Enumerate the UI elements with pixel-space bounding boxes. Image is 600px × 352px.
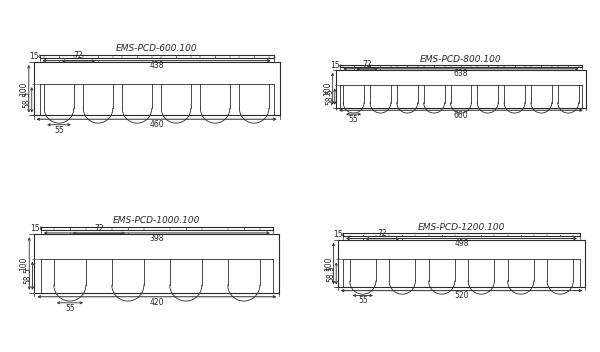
- Text: 72: 72: [362, 59, 372, 69]
- Text: 15: 15: [330, 61, 340, 70]
- Text: 15: 15: [29, 52, 38, 61]
- Text: 520: 520: [454, 291, 469, 300]
- Text: 55: 55: [349, 115, 359, 124]
- Text: 15: 15: [31, 224, 40, 233]
- Text: 100: 100: [323, 81, 332, 96]
- Text: 72: 72: [74, 51, 83, 60]
- Text: 638: 638: [454, 69, 468, 78]
- Text: 72: 72: [94, 224, 104, 233]
- Text: EMS-PCD-1000.100: EMS-PCD-1000.100: [113, 216, 200, 225]
- Text: 15: 15: [333, 230, 343, 239]
- Text: 58.5: 58.5: [325, 88, 334, 105]
- Text: 72: 72: [378, 229, 388, 238]
- Text: 55: 55: [65, 304, 75, 313]
- Text: 100: 100: [20, 256, 29, 271]
- Text: EMS-PCD-600.100: EMS-PCD-600.100: [116, 44, 197, 53]
- Text: 460: 460: [149, 120, 164, 129]
- Text: 100: 100: [324, 256, 333, 271]
- Text: 398: 398: [149, 233, 164, 243]
- Text: EMS-PCD-800.100: EMS-PCD-800.100: [420, 55, 502, 64]
- Text: 55: 55: [358, 296, 368, 305]
- Text: 58.5: 58.5: [23, 267, 32, 284]
- Text: 58.5: 58.5: [327, 265, 336, 282]
- Text: 498: 498: [454, 239, 469, 248]
- Text: 55: 55: [54, 126, 64, 134]
- Text: 58.5: 58.5: [22, 92, 31, 108]
- Text: EMS-PCD-1200.100: EMS-PCD-1200.100: [418, 223, 505, 232]
- Text: 438: 438: [149, 61, 164, 70]
- Text: 100: 100: [19, 81, 28, 96]
- Text: 660: 660: [454, 111, 468, 120]
- Text: 420: 420: [149, 298, 164, 307]
